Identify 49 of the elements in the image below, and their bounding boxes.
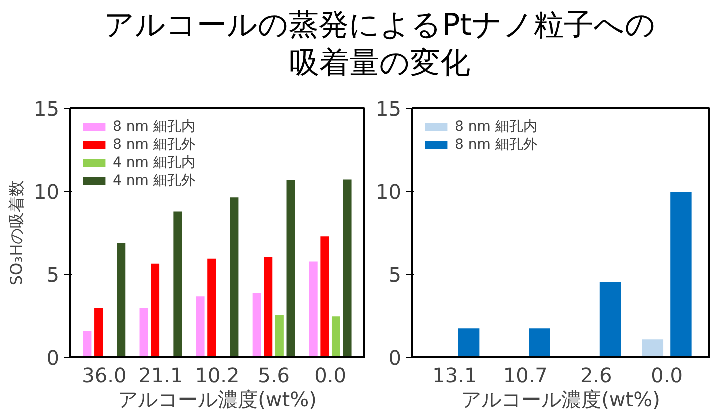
bar xyxy=(600,282,622,358)
bar xyxy=(670,192,692,358)
legend-label: 4 nm 細孔内 xyxy=(113,154,196,172)
x-tick-label: 21.1 xyxy=(138,364,184,388)
legend-label: 8 nm 細孔内 xyxy=(113,118,196,136)
bar xyxy=(309,262,318,358)
bar xyxy=(174,212,182,358)
legend-label: 8 nm 細孔外 xyxy=(113,136,196,154)
y-tick-label: 5 xyxy=(46,263,60,287)
bar xyxy=(83,330,92,358)
bar xyxy=(140,308,148,358)
y-tick-label: 10 xyxy=(34,180,60,204)
bar xyxy=(529,328,550,358)
bar xyxy=(320,236,330,358)
bar xyxy=(196,296,205,358)
x-tick-label: 0.0 xyxy=(651,364,683,388)
x-tick-label: 36.0 xyxy=(82,364,127,388)
x-tick-label: 10.2 xyxy=(195,364,240,388)
x-tick-label: 13.1 xyxy=(432,364,478,388)
bar xyxy=(117,243,126,358)
bar xyxy=(275,315,284,358)
bar xyxy=(343,180,352,358)
bar xyxy=(286,180,296,358)
bar xyxy=(230,198,239,358)
chart-title: アルコールの蒸発によるPtナノ粒子への吸着量の変化 xyxy=(103,7,657,82)
legend-label: 8 nm 細孔外 xyxy=(455,136,538,154)
x-axis-title: アルコール濃度(wt%) xyxy=(118,388,317,412)
x-tick-label: 2.6 xyxy=(580,364,612,388)
x-tick-label: 0.0 xyxy=(314,364,346,388)
bar xyxy=(642,340,664,358)
bar xyxy=(151,264,160,358)
y-tick-label: 10 xyxy=(376,180,402,204)
bar xyxy=(94,308,104,358)
y-tick-label: 0 xyxy=(46,346,60,370)
y-tick-label: 5 xyxy=(388,263,402,287)
bar xyxy=(252,293,262,358)
x-tick-label: 10.7 xyxy=(503,364,548,388)
y-tick-label: 15 xyxy=(376,97,402,121)
bar xyxy=(208,258,216,358)
bar xyxy=(458,328,480,358)
x-tick-label: 5.6 xyxy=(258,364,290,388)
legend-label: 4 nm 細孔外 xyxy=(113,172,196,190)
y-axis-title: SO₃Hの吸着数 xyxy=(7,180,26,286)
bar xyxy=(264,257,273,358)
legend-label: 8 nm 細孔内 xyxy=(455,118,538,136)
x-axis-title: アルコール濃度(wt%) xyxy=(462,388,660,412)
y-tick-label: 0 xyxy=(388,346,402,370)
y-tick-label: 15 xyxy=(34,97,60,121)
bar xyxy=(332,316,340,358)
